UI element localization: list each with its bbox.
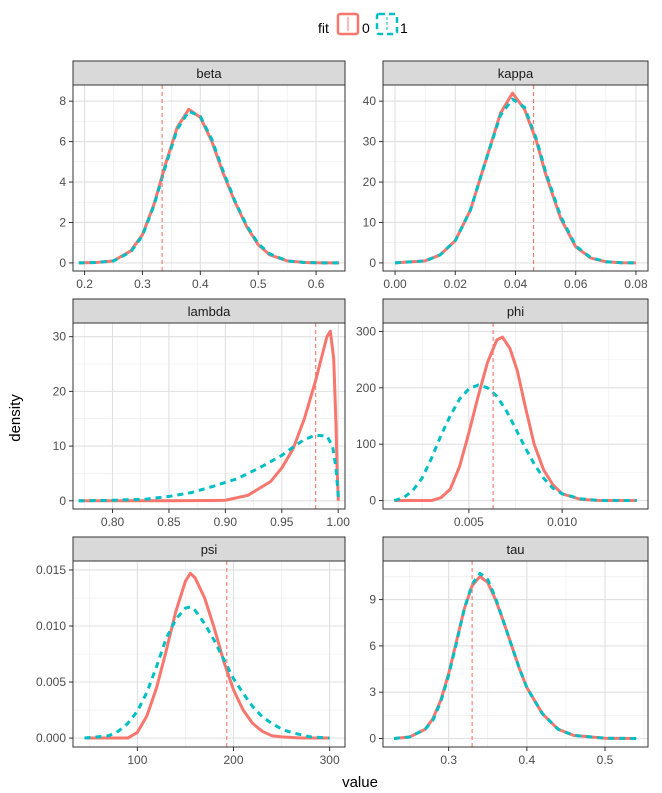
grid-tau [383, 561, 648, 747]
x-tick-label: 0.5 [597, 753, 614, 767]
y-tick-label: 0.010 [36, 619, 66, 633]
y-tick-label: 10 [363, 215, 377, 229]
x-tick-label: 0.005 [454, 515, 484, 529]
y-tick-label: 8 [59, 94, 66, 108]
grid-psi [73, 561, 345, 747]
x-tick-label: 0.85 [157, 515, 181, 529]
y-tick-label: 30 [53, 330, 67, 344]
x-tick-label: 1.00 [327, 515, 351, 529]
series-group-phi [393, 323, 637, 509]
series-group-kappa [394, 85, 636, 271]
x-tick-label: 0.6 [308, 277, 325, 291]
series-group-beta [78, 85, 340, 271]
panel-tau: tau 0.3 0.4 0.5 0 3 6 9 [369, 536, 649, 767]
strip-label-kappa: kappa [498, 66, 534, 81]
x-tick-label: 0.80 [101, 515, 125, 529]
x-tick-label: 0.010 [547, 515, 577, 529]
panel-psi: psi 100 200 300 0.000 0.005 0.010 0.015 [36, 536, 346, 767]
x-tick-label: 0.4 [518, 753, 535, 767]
x-tick-label: 0.4 [192, 277, 209, 291]
y-tick-label: 0 [59, 494, 66, 508]
panel-beta: beta 0.2 0.3 0.4 0.5 0.6 0 2 4 6 8 [59, 60, 346, 291]
x-axis-title: value [342, 774, 378, 791]
density-line-fit-0 [84, 571, 330, 740]
panel-border-tau [382, 560, 649, 748]
y-tick-label: 9 [369, 593, 376, 607]
y-tick-label: 4 [59, 175, 66, 189]
strip-label-tau: tau [506, 542, 524, 557]
x-tick-label: 0.2 [76, 277, 93, 291]
y-tick-label: 200 [356, 381, 376, 395]
panel-lambda: lambda 0.80 0.85 0.90 0.95 1.00 0 10 20 30 [53, 298, 351, 529]
y-tick-label: 0.000 [36, 731, 66, 745]
y-tick-label: 0 [369, 732, 376, 746]
x-tick-label: 0.95 [270, 515, 294, 529]
panel-border-beta [72, 84, 346, 272]
x-tick-label: 0.3 [440, 753, 457, 767]
density-line-fit-0 [78, 329, 340, 503]
x-tick-label: 0.06 [564, 277, 588, 291]
legend: fit 0 1 [318, 12, 408, 36]
y-axis-title: density [7, 394, 24, 442]
y-tick-label: 300 [356, 324, 376, 338]
y-tick-label: 0 [369, 494, 376, 508]
x-tick-label: 0.3 [134, 277, 151, 291]
panel-border-kappa [382, 84, 649, 272]
series-group-lambda [78, 323, 340, 509]
panel-border-lambda [72, 322, 346, 510]
y-tick-label: 0.005 [36, 675, 66, 689]
y-tick-label: 0.015 [36, 563, 66, 577]
series-group-tau [393, 561, 637, 747]
y-tick-label: 100 [356, 437, 376, 451]
y-tick-label: 0 [59, 256, 66, 270]
strip-label-lambda: lambda [188, 304, 231, 319]
strip-lambda [72, 298, 346, 324]
density-line-fit-1 [78, 433, 340, 503]
panel-bg-lambda [73, 323, 345, 509]
x-tick-label: 0.08 [624, 277, 648, 291]
panel-kappa: kappa 0.00 0.02 0.04 0.06 0.08 0 10 20 30 40 [363, 60, 649, 291]
panel-bg-beta [73, 85, 345, 271]
strip-tau [382, 536, 649, 562]
y-tick-label: 30 [363, 135, 377, 149]
panels: beta 0.2 0.3 0.4 0.5 0.6 0 2 4 6 8 kappa 0.00 0.02 0.0… [36, 60, 649, 767]
strip-label-psi: psi [201, 542, 218, 557]
density-line-fit-1 [393, 571, 637, 741]
density-line-fit-1 [78, 109, 340, 265]
x-tick-label: 0.00 [383, 277, 407, 291]
y-tick-label: 2 [59, 215, 66, 229]
strip-psi [72, 536, 346, 562]
strip-beta [72, 60, 346, 86]
x-tick-label: 300 [320, 753, 340, 767]
y-tick-label: 6 [369, 639, 376, 653]
x-tick-label: 0.02 [444, 277, 468, 291]
strip-phi [382, 298, 649, 324]
y-tick-label: 10 [53, 439, 67, 453]
panel-border-psi [72, 560, 346, 748]
density-line-fit-1 [394, 97, 636, 265]
legend-label-1: 1 [400, 20, 408, 36]
grid-kappa [383, 85, 648, 271]
x-tick-label: 200 [223, 753, 243, 767]
y-tick-label: 6 [59, 135, 66, 149]
legend-label-0: 0 [362, 20, 370, 36]
x-tick-label: 0.04 [504, 277, 528, 291]
x-tick-label: 0.90 [214, 515, 238, 529]
x-tick-label: 100 [127, 753, 147, 767]
series-group-psi [84, 561, 330, 747]
y-tick-label: 0 [369, 256, 376, 270]
x-tick-label: 0.5 [250, 277, 267, 291]
y-tick-label: 3 [369, 685, 376, 699]
y-tick-label: 20 [363, 175, 377, 189]
density-line-fit-1 [393, 383, 637, 503]
panel-border-phi [382, 322, 649, 510]
legend-title: fit [318, 20, 329, 36]
strip-label-beta: beta [196, 66, 222, 81]
y-tick-label: 20 [53, 384, 67, 398]
strip-label-phi: phi [507, 304, 524, 319]
panel-phi: phi 0.005 0.010 0 100 200 300 [356, 298, 649, 529]
strip-kappa [382, 60, 649, 86]
y-tick-label: 40 [363, 94, 377, 108]
